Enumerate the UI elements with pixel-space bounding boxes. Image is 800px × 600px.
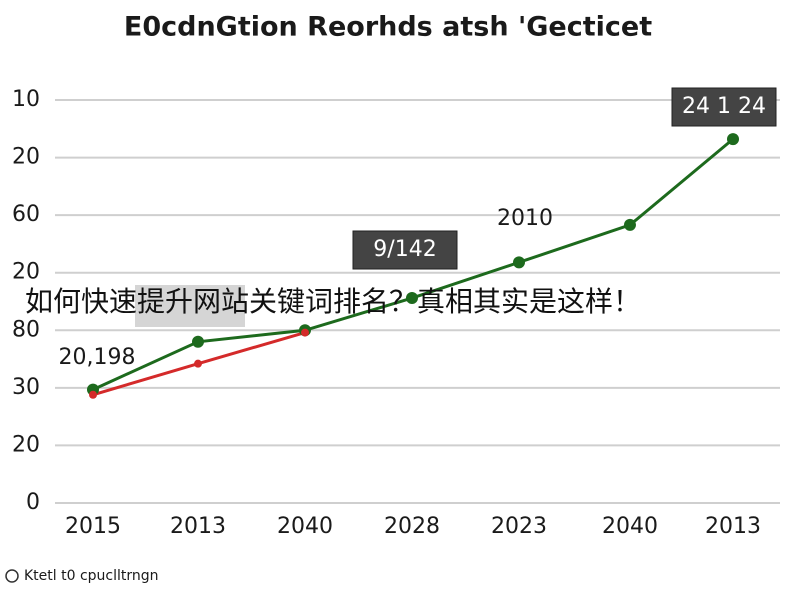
y-tick-label: 80 <box>12 317 40 342</box>
annotation-box <box>352 230 458 270</box>
data-point <box>89 390 97 399</box>
annotation: 24 1 24 <box>682 94 766 119</box>
y-tick-label: 20 <box>12 432 40 457</box>
y-tick-label: 30 <box>12 375 40 400</box>
overlay-text: 如何快速提升网站关键词排名？真相其实是这样！ <box>25 285 641 318</box>
annotation: 9/142 <box>373 237 436 262</box>
y-tick-label: 20 <box>12 260 40 285</box>
source-icon <box>5 569 19 583</box>
annotation: 20,198 <box>59 345 136 370</box>
x-tick-label: 2028 <box>384 514 440 539</box>
data-point <box>301 328 309 337</box>
y-tick-label: 60 <box>12 202 40 227</box>
data-point <box>194 359 202 368</box>
source: Ktetl t0 cpuclltrngn <box>24 568 159 584</box>
data-point <box>406 292 418 305</box>
y-tick-label: 20 <box>12 145 40 170</box>
data-point <box>727 133 739 146</box>
x-tick-label: 2013 <box>170 514 226 539</box>
overlay-box <box>135 285 245 327</box>
x-tick-label: 2015 <box>65 514 121 539</box>
x-tick-label: 2023 <box>491 514 547 539</box>
data-point <box>192 335 204 348</box>
x-tick-label: 2040 <box>277 514 333 539</box>
x-tick-label: 2013 <box>705 514 761 539</box>
data-point <box>513 256 525 269</box>
annotation-box <box>671 87 777 127</box>
data-point <box>624 218 636 231</box>
y-tick-label: 0 <box>26 490 40 515</box>
chart-title: E0cdnGtion Reorhds atsh 'Gecticet <box>124 12 652 43</box>
annotation: 2010 <box>497 206 553 231</box>
x-tick-label: 2040 <box>602 514 658 539</box>
y-tick-label: 10 <box>12 87 40 112</box>
